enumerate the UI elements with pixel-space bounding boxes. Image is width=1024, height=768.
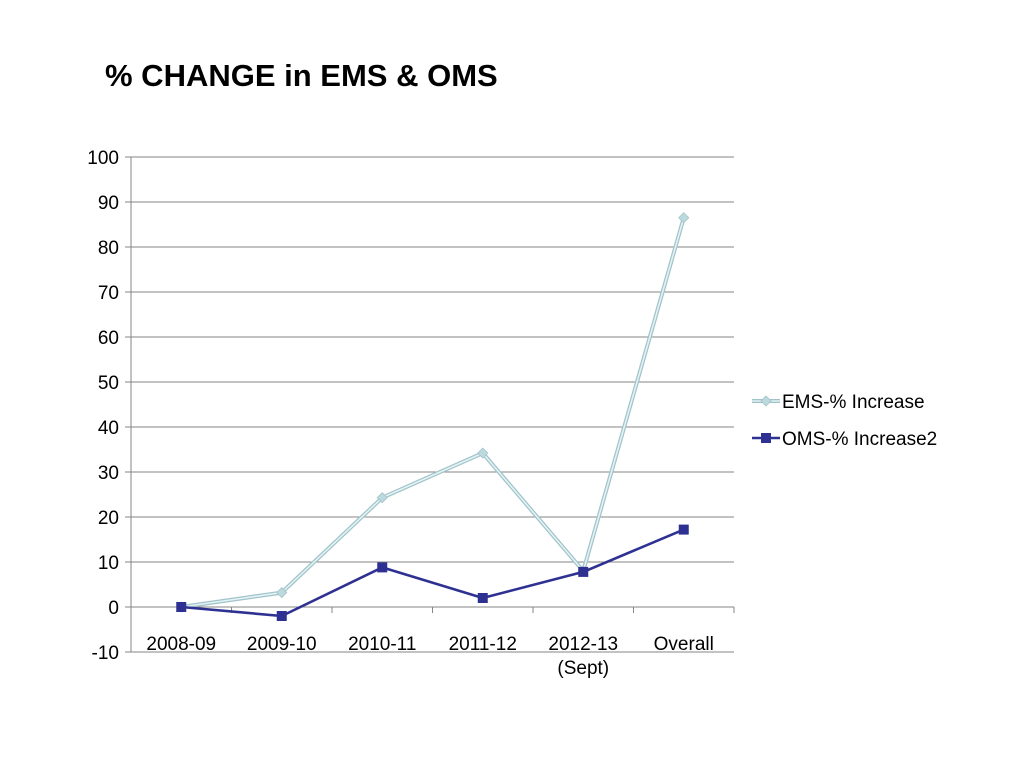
- x-tick-label: Overall: [654, 634, 714, 655]
- y-tick-label: 60: [98, 328, 119, 349]
- ems-series-line-outline: [180, 217, 686, 609]
- ems-data-point: [477, 447, 489, 459]
- y-tick-label: 30: [98, 463, 119, 484]
- y-tick-label: 0: [108, 598, 119, 619]
- y-tick-label: -10: [92, 643, 119, 664]
- x-tick-label: 2008-09: [146, 634, 216, 655]
- oms-data-point: [377, 562, 388, 573]
- oms-data-point: [477, 593, 488, 603]
- y-tick-label: 90: [98, 193, 119, 214]
- x-tick-label: (Sept): [557, 658, 609, 679]
- x-tick-label: 2009-10: [247, 634, 317, 655]
- oms-data-point: [176, 602, 187, 612]
- series-lines: [175, 212, 690, 621]
- x-tick-label: 2010-11: [348, 634, 416, 655]
- oms-series-line: [181, 528, 685, 618]
- axes: [125, 156, 735, 653]
- ems-series-line: [181, 217, 685, 608]
- legend-ems-marker: [760, 395, 772, 407]
- y-tick-label: 70: [98, 283, 119, 304]
- oms-data-point: [578, 566, 589, 577]
- y-tick-label: 80: [98, 238, 119, 259]
- oms-data-point: [276, 611, 287, 621]
- y-tick-label: 40: [98, 418, 119, 439]
- y-axis-tick-labels: -10 0 10 20 30 40 50 60 70 80 90 100: [87, 148, 119, 664]
- ems-data-point: [276, 587, 288, 599]
- slide-title: % CHANGE in EMS & OMS: [105, 58, 498, 93]
- y-tick-label: 100: [87, 148, 119, 169]
- oms-data-point: [678, 524, 689, 535]
- x-axis-tick-labels: 2008-09 2009-10 2010-11 2011-12 2012-13 (Sept…: [146, 634, 713, 679]
- y-tick-label: 50: [98, 373, 119, 394]
- y-tick-label: 20: [98, 508, 119, 529]
- legend-oms-marker: [761, 433, 771, 443]
- legend-label: EMS-% Increase: [782, 392, 925, 413]
- gridlines: [131, 156, 734, 653]
- ems-data-point: [376, 492, 388, 504]
- ems-data-point: [678, 212, 690, 224]
- x-tick-label: 2012-13: [548, 634, 618, 655]
- legend-label: OMS-% Increase2: [782, 429, 937, 450]
- x-tick-label: 2011-12: [449, 634, 517, 655]
- y-tick-label: 10: [98, 553, 119, 574]
- legend: EMS-% Increase OMS-% Increase2: [752, 392, 937, 450]
